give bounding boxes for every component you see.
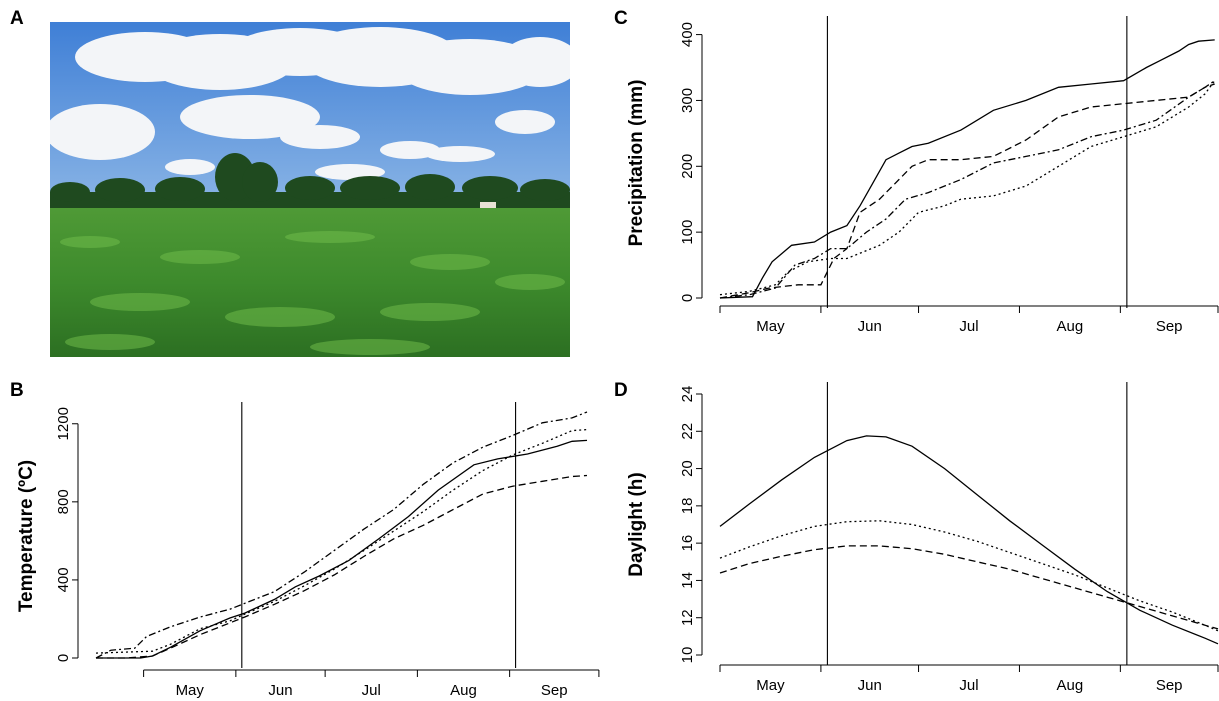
y-tick-label: 14 <box>679 572 696 589</box>
series-line-dotted <box>719 520 1219 632</box>
series-line-dashed <box>719 545 1219 630</box>
series-line-solid <box>96 439 588 659</box>
potato-crop <box>50 208 570 357</box>
x-tick-label: Aug <box>450 682 477 699</box>
temperature-chart: 0 400 800 1200 Temperature (ºC) May Jun Jul Aug S… <box>16 402 600 699</box>
x-tick-label: May <box>756 318 785 335</box>
daylight-chart: 10 12 14 16 18 20 22 24 Daylight (h) May Jun Jul Aug… <box>626 382 1219 694</box>
series-line-dashed <box>96 474 588 659</box>
y-tick-label: 20 <box>679 460 696 477</box>
x-tick-label: Aug <box>1057 318 1084 335</box>
x-tick-label: Jul <box>959 677 978 694</box>
farmhouse <box>480 202 496 208</box>
series-line-dashdot <box>719 80 1216 299</box>
x-tick-label: Aug <box>1057 677 1084 694</box>
potato-field-photo <box>50 22 570 357</box>
series-line-dotted <box>719 80 1216 296</box>
panel-label-c: C <box>614 8 628 29</box>
series-line-dashdot <box>95 411 588 659</box>
y-axis-title: Temperature (ºC) <box>16 460 37 612</box>
y-axis-title: Daylight (h) <box>626 472 647 577</box>
y-tick-label: 200 <box>679 154 696 179</box>
precipitation-chart: 0 100 200 300 400 Precipitation (mm) May Jun Jul… <box>626 16 1219 335</box>
y-tick-label: 0 <box>55 654 72 662</box>
y-tick-label: 1200 <box>55 407 72 440</box>
y-tick-label: 800 <box>55 489 72 514</box>
y-tick-label: 400 <box>679 22 696 47</box>
y-tick-label: 10 <box>679 647 696 664</box>
series-line-dashed <box>719 83 1215 299</box>
series-line-solid <box>719 435 1219 645</box>
y-tick-label: 16 <box>679 535 696 552</box>
x-tick-label: Jun <box>858 677 882 694</box>
panel-label-d: D <box>614 380 628 401</box>
series-line-solid <box>719 39 1215 299</box>
y-tick-label: 300 <box>679 88 696 113</box>
y-tick-label: 100 <box>679 220 696 245</box>
x-tick-label: Sep <box>541 682 568 699</box>
tree-line <box>50 153 570 210</box>
y-tick-label: 0 <box>679 294 696 302</box>
x-tick-label: May <box>756 677 785 694</box>
panel-label-a: A <box>10 8 24 29</box>
x-tick-label: Jun <box>268 682 292 699</box>
x-tick-label: May <box>176 682 205 699</box>
x-tick-label: Jul <box>362 682 381 699</box>
series-line-dotted <box>95 428 588 654</box>
y-tick-label: 12 <box>679 609 696 626</box>
y-tick-label: 22 <box>679 423 696 440</box>
crop-texture <box>60 231 565 355</box>
y-tick-label: 400 <box>55 567 72 592</box>
x-tick-label: Jun <box>858 318 882 335</box>
y-axis-title: Precipitation (mm) <box>626 80 647 247</box>
x-tick-label: Jul <box>959 318 978 335</box>
panel-label-b: B <box>10 380 24 401</box>
clouds <box>50 27 570 180</box>
y-tick-label: 24 <box>679 386 696 403</box>
x-tick-label: Sep <box>1156 677 1183 694</box>
y-tick-label: 18 <box>679 498 696 515</box>
x-tick-label: Sep <box>1156 318 1183 335</box>
